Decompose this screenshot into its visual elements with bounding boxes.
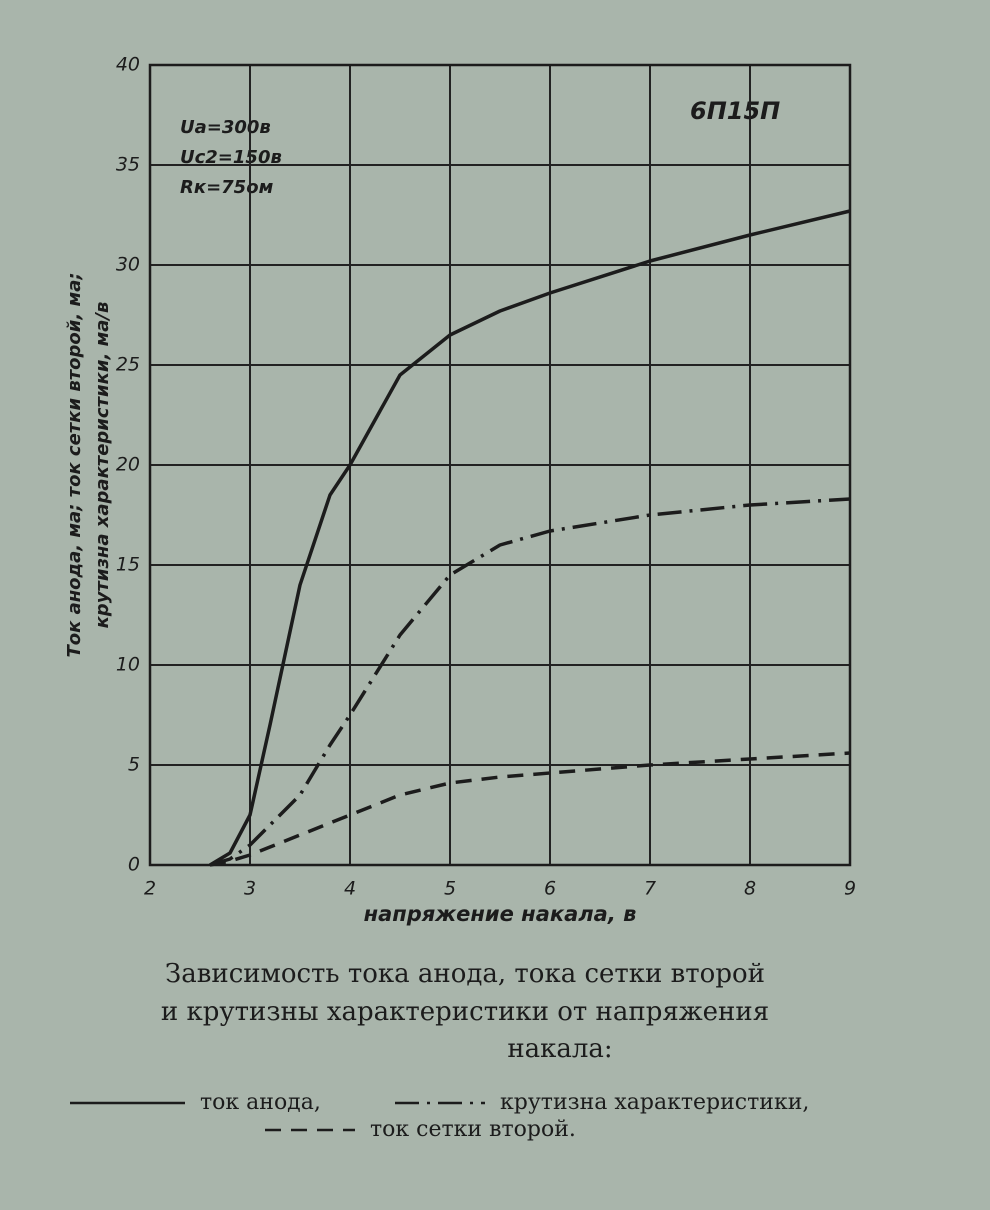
data-line bbox=[209, 751, 851, 867]
y-tick-label: 15 bbox=[116, 554, 140, 576]
annotation: Rк=75ом bbox=[180, 177, 274, 198]
x-tick-label: 2 bbox=[144, 878, 156, 900]
x-tick-label: 7 bbox=[644, 878, 656, 900]
y-tick-label: 30 bbox=[116, 254, 140, 276]
y-axis-label: крутизна характеристики, ма/в bbox=[92, 302, 113, 629]
y-tick-label: 5 bbox=[128, 754, 140, 776]
legend-label: ток анода, bbox=[200, 1090, 321, 1115]
y-tick-label: 0 bbox=[128, 854, 140, 876]
x-tick-label: 4 bbox=[344, 878, 356, 900]
y-tick-label: 35 bbox=[116, 154, 140, 176]
x-tick-label: 5 bbox=[444, 878, 456, 900]
caption: Зависимость тока анода, тока сетки второ… bbox=[165, 959, 765, 989]
y-tick-label: 40 bbox=[116, 54, 140, 76]
x-tick-label: 8 bbox=[744, 878, 756, 900]
y-axis-label: Ток анода, ма; ток сетки второй, ма; bbox=[64, 272, 85, 657]
annotation: Uа=300в bbox=[180, 117, 271, 138]
y-tick-label: 25 bbox=[116, 354, 140, 376]
data-line bbox=[209, 497, 851, 867]
caption: накала: bbox=[507, 1034, 612, 1064]
legend-label: крутизна характеристики, bbox=[500, 1090, 809, 1115]
caption: и крутизны характеристики от напряжения bbox=[161, 997, 769, 1027]
y-tick-label: 20 bbox=[116, 454, 140, 476]
y-tick-label: 10 bbox=[116, 654, 140, 676]
data-line bbox=[209, 209, 851, 867]
x-tick-label: 9 bbox=[844, 878, 856, 900]
x-axis-label: напряжение накала, в bbox=[364, 902, 637, 926]
legend-label: ток сетки второй. bbox=[370, 1117, 576, 1142]
chart-title: 6П15П bbox=[690, 97, 780, 125]
x-tick-label: 3 bbox=[244, 878, 256, 900]
x-tick-label: 6 bbox=[544, 878, 556, 900]
annotation: Uс2=150в bbox=[180, 147, 282, 168]
plot-frame bbox=[148, 63, 852, 867]
